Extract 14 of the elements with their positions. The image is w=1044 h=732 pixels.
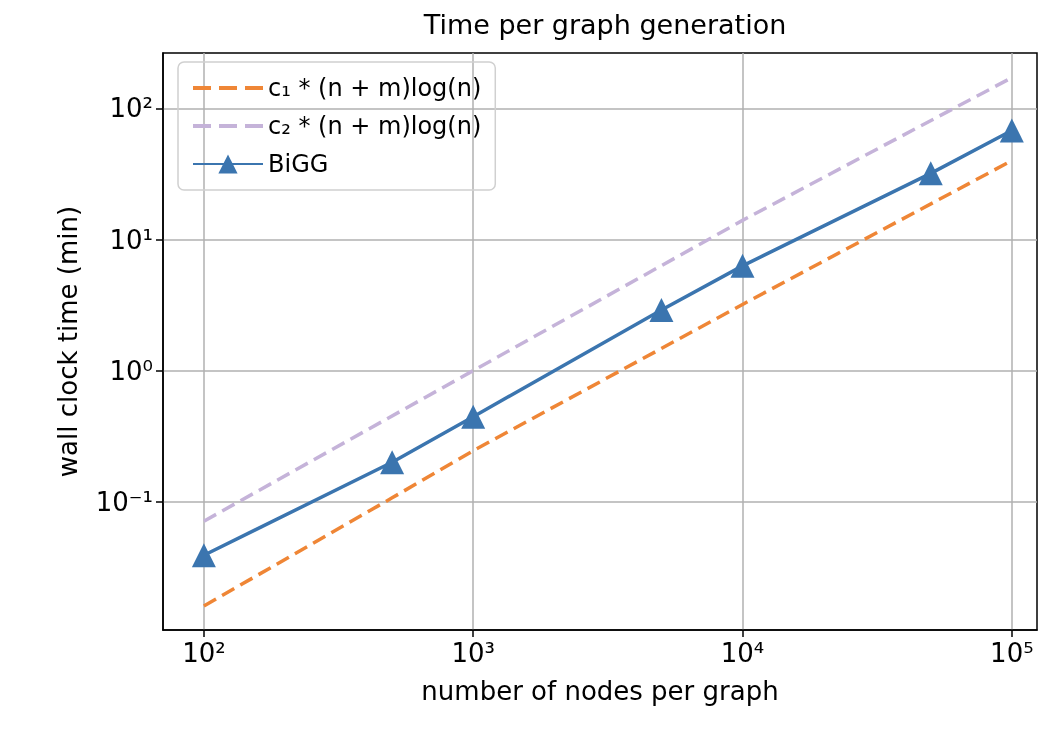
y-tick-label: 10⁻¹ (95, 486, 153, 517)
x-axis-title: number of nodes per graph (421, 676, 779, 706)
y-tick-label: 10² (109, 93, 153, 124)
legend-label: BiGG (268, 150, 329, 178)
legend-label: c₂ * (n + m)log(n) (268, 112, 482, 140)
x-tick-label: 10³ (451, 638, 495, 668)
y-tick-label: 10⁰ (109, 355, 153, 386)
x-tick-label: 10² (182, 638, 226, 668)
y-tick-label: 10¹ (109, 224, 153, 255)
x-tick-label: 10⁵ (990, 638, 1034, 668)
y-axis-title: wall clock time (min) (53, 205, 83, 478)
legend-label: c₁ * (n + m)log(n) (268, 74, 482, 102)
x-tick-label: 10⁴ (720, 638, 765, 668)
chart-title: Time per graph generation (422, 9, 787, 40)
